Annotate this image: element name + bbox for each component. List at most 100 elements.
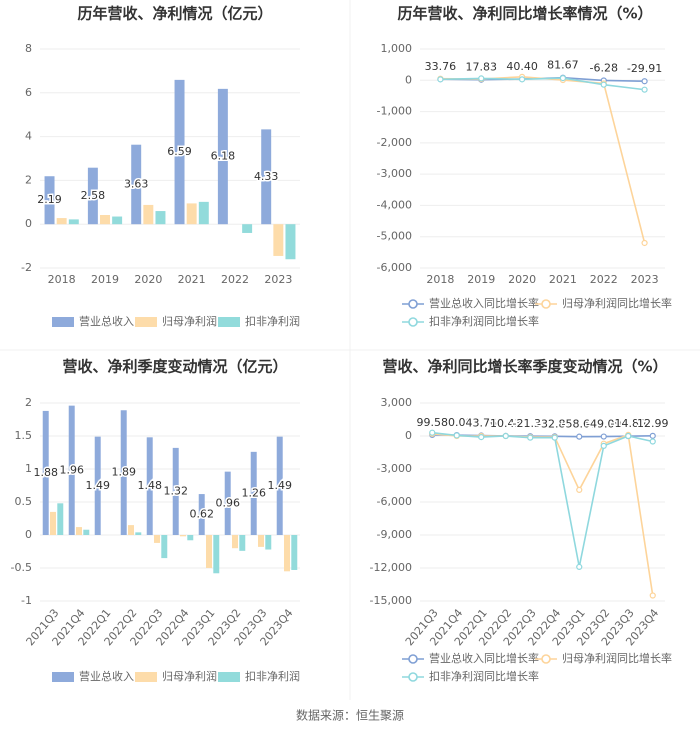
legend-label: 扣非净利润同比增长率 — [429, 669, 539, 683]
point — [576, 433, 583, 440]
y-tick-label: -6,000 — [377, 495, 412, 508]
bar — [174, 79, 185, 225]
x-tick-label: 2020 — [508, 273, 536, 286]
legend-label: 扣非净利润同比增长率 — [429, 314, 539, 328]
y-tick-label: 0 — [405, 429, 412, 442]
legend-marker — [408, 654, 418, 664]
point — [453, 432, 460, 439]
bar — [112, 216, 123, 225]
bar — [285, 224, 296, 260]
bar — [57, 503, 64, 535]
legend-marker — [541, 299, 551, 309]
point — [518, 76, 526, 83]
y-tick-label: 2 — [25, 396, 32, 409]
chart-title: 营收、净利季度变动情况（亿元） — [62, 358, 287, 376]
y-tick-label: -4,000 — [377, 198, 412, 211]
bar — [242, 224, 253, 233]
bar — [258, 535, 264, 547]
y-tick-label: -2,000 — [377, 136, 412, 149]
value-label: 1.48 — [137, 479, 162, 492]
legend-swatch — [218, 672, 240, 682]
legend-label: 归母净利润 — [162, 669, 217, 683]
value-label: 43.76 — [466, 417, 498, 430]
point — [576, 563, 583, 571]
legend-label: 归母净利润同比增长率 — [562, 296, 672, 310]
y-tick-label: -2 — [21, 261, 32, 274]
legend-swatch — [135, 317, 157, 327]
legend-label: 营业总收入 — [79, 314, 134, 328]
legend-swatch — [52, 672, 74, 682]
value-label: 12.99 — [637, 417, 669, 430]
y-tick-label: 4 — [25, 130, 32, 143]
bar — [120, 410, 127, 535]
y-tick-label: 0 — [25, 528, 32, 541]
x-tick-label: 2019 — [91, 273, 119, 286]
bar — [232, 535, 238, 549]
legend-label: 营业总收入 — [79, 669, 134, 683]
value-label: -21.34 — [513, 417, 548, 430]
bar — [83, 529, 90, 535]
bar — [198, 201, 209, 225]
x-tick-label: 2023 — [264, 273, 292, 286]
x-tick-label: 2019 — [467, 273, 495, 286]
line — [440, 77, 645, 91]
bar — [180, 535, 186, 537]
point — [559, 74, 567, 82]
x-tick-label: 2022 — [590, 273, 618, 286]
bar — [224, 471, 231, 535]
value-label: -49.09 — [586, 418, 621, 431]
legend-swatch — [52, 317, 74, 327]
value-label: 2.58 — [81, 189, 106, 202]
point — [600, 81, 607, 88]
value-label: 0.96 — [215, 496, 240, 509]
x-tick-label: 2018 — [426, 273, 454, 286]
legend-label: 归母净利润 — [162, 314, 217, 328]
value-label: 1.49 — [267, 479, 292, 492]
value-label: 1.88 — [33, 466, 58, 479]
value-label: 2.19 — [37, 193, 62, 206]
value-label: 99.50 — [417, 416, 449, 429]
legend-label: 扣非净利润 — [245, 669, 300, 683]
y-tick-label: 0.5 — [15, 495, 33, 508]
value-label: 1.89 — [111, 466, 136, 479]
line — [432, 431, 653, 568]
value-label: 33.76 — [425, 60, 457, 73]
bar — [261, 129, 272, 225]
point — [576, 486, 583, 493]
point — [649, 432, 656, 439]
bar — [172, 447, 179, 535]
bar — [143, 204, 154, 225]
bar — [94, 436, 101, 535]
bar — [128, 525, 134, 535]
bar — [239, 535, 246, 551]
bar — [291, 535, 298, 570]
point — [429, 429, 436, 436]
point — [649, 592, 656, 599]
point — [478, 75, 485, 82]
value-label: -58.60 — [562, 418, 597, 431]
point — [527, 434, 534, 441]
bar — [56, 218, 67, 225]
value-label: 40.40 — [506, 60, 538, 73]
legend-marker — [541, 654, 551, 664]
x-tick-label: 2021 — [178, 273, 206, 286]
value-label: -29.91 — [627, 62, 662, 75]
point — [641, 78, 648, 85]
point — [600, 433, 607, 440]
legend-swatch — [135, 672, 157, 682]
bar — [50, 511, 56, 535]
bar — [68, 405, 75, 535]
x-tick-label: 2022 — [221, 273, 249, 286]
value-label: 80.00 — [441, 416, 473, 429]
y-tick-label: 0 — [405, 73, 412, 86]
bar — [265, 535, 272, 550]
x-tick-label: 2018 — [48, 273, 76, 286]
value-label: -32.81 — [537, 417, 572, 430]
y-tick-label: 0 — [25, 217, 32, 230]
y-tick-label: -0.5 — [11, 561, 32, 574]
x-tick-label: 2020 — [134, 273, 162, 286]
bar — [87, 167, 98, 225]
y-tick-label: 1,000 — [381, 42, 413, 55]
bar — [206, 535, 212, 568]
source-note: 数据来源：恒生聚源 — [296, 708, 404, 723]
